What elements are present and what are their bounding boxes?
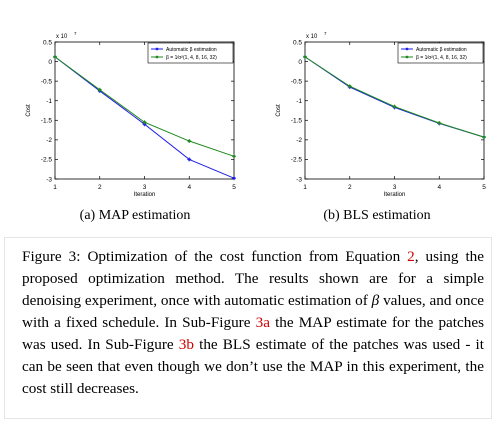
y-tick-label: -1.5 <box>291 118 303 125</box>
legend-marker-1 <box>155 55 159 59</box>
data-point <box>232 154 236 159</box>
legend-entry-1: β = 1⁄σ²(1, 4, 8, 16, 32) <box>416 55 467 61</box>
data-point <box>53 54 57 59</box>
y-tick-label: 0 <box>48 59 52 66</box>
data-point-marker <box>232 177 236 180</box>
data-point-marker <box>188 139 191 143</box>
y-tick-label: -1 <box>46 98 52 105</box>
x-tick-label: 2 <box>348 184 352 191</box>
subfigure-b-ref-link[interactable]: 3b <box>178 336 194 353</box>
y-tick-label: -0.5 <box>291 78 303 85</box>
x-tick-label: 4 <box>187 184 191 191</box>
caption-label: Figure 3: <box>22 248 81 265</box>
data-point <box>303 54 307 59</box>
legend: Automatic β estimation β = 1⁄σ²(1, 4, 8, … <box>397 42 484 64</box>
data-point <box>97 87 102 92</box>
data-point <box>187 157 192 162</box>
x-axis-label: Iteration <box>384 192 406 198</box>
legend-entry-0: Automatic β estimation <box>166 47 217 53</box>
x-tick-label: 4 <box>437 184 441 191</box>
legend-entry-1: β = 1⁄σ²(1, 4, 8, 16, 32) <box>166 55 217 61</box>
legend: Automatic β estimation β = 1⁄σ²(1, 4, 8, … <box>147 42 234 64</box>
caption-text-1: Optimization of the cost function from E… <box>80 248 408 265</box>
legend-box <box>397 42 484 64</box>
y-tick-label: 0.5 <box>43 39 52 46</box>
y-tick-label: -0.5 <box>41 78 53 85</box>
data-point-marker <box>393 105 396 108</box>
data-point-marker <box>143 121 146 124</box>
x-axis-label: Iteration <box>134 192 156 198</box>
x-tick-label: 5 <box>232 184 236 191</box>
data-point-marker <box>188 158 191 161</box>
x-tick-label: 1 <box>53 184 57 191</box>
y-tick-label: -2 <box>296 137 302 144</box>
y-tick-label: -2 <box>46 137 52 144</box>
series-line-1 <box>54 56 235 157</box>
chart-map: 1 2 3 4 5 0.5 0 -0.5 -1 -1.5 -2 -2.5 -3 Iteration Cost… <box>26 31 236 198</box>
data-point-marker <box>482 135 486 139</box>
subcaption-map: (a) MAP estimation <box>79 208 191 223</box>
data-point-marker <box>303 55 307 59</box>
chart-bls: 1 2 3 4 5 0.5 0 -0.5 -1 -1.5 -2 -2.5 -3 Iteration Cost… <box>276 31 486 198</box>
x-tick-label: 5 <box>482 184 486 191</box>
data-point <box>437 121 442 126</box>
y-tick-label: -2.5 <box>291 157 303 164</box>
figure-caption: Figure 3: Optimization of the cost funct… <box>22 246 484 400</box>
series-line-0 <box>54 56 235 179</box>
exponent-power: 7 <box>74 31 77 36</box>
data-point <box>187 139 192 144</box>
caption-text-4: the MAP estimate for the patches was use… <box>22 314 484 353</box>
data-point <box>232 176 236 181</box>
exponent-power: 7 <box>324 31 327 36</box>
data-point <box>392 104 397 109</box>
series-line-1 <box>304 56 485 138</box>
data-point <box>142 120 147 125</box>
data-point-marker <box>98 88 101 91</box>
x-tick-label: 3 <box>393 184 397 191</box>
data-point-marker <box>232 155 236 158</box>
equation-ref-link[interactable]: 2 <box>407 248 415 265</box>
legend-box <box>147 42 234 64</box>
legend-marker-0 <box>155 47 159 51</box>
exponent-label: x 10 <box>56 34 68 40</box>
exponent-label: x 10 <box>306 34 318 40</box>
y-tick-label: -3 <box>46 176 52 183</box>
legend-marker-0 <box>405 47 409 51</box>
y-tick-label: -1.5 <box>41 118 53 125</box>
y-tick-label: -2.5 <box>41 157 53 164</box>
x-tick-label: 2 <box>98 184 102 191</box>
series-line-0 <box>304 56 485 138</box>
subfigure-a-ref-link[interactable]: 3a <box>255 314 270 331</box>
y-tick-label: -1 <box>296 98 302 105</box>
y-tick-label: 0 <box>298 59 302 66</box>
legend-entry-0: Automatic β estimation <box>416 47 467 53</box>
beta-symbol: β <box>371 292 380 309</box>
y-tick-label: 0.5 <box>293 39 302 46</box>
y-tick-label: -3 <box>296 176 302 183</box>
data-point-marker <box>53 55 57 59</box>
caption-text-2: , using the proposed optimization method… <box>22 248 485 309</box>
y-axis-label: Cost <box>26 104 32 117</box>
data-point-marker <box>438 121 441 125</box>
data-point <box>482 135 486 140</box>
caption-text-5: the BLS estimate of the patches was used… <box>22 336 484 397</box>
caption-text-3: values, and once with a fixed schedule. … <box>22 292 484 331</box>
y-axis-label: Cost <box>276 104 282 117</box>
legend-marker-1 <box>405 55 409 59</box>
data-point-marker <box>348 85 351 88</box>
caption-frame <box>4 237 492 419</box>
x-tick-label: 1 <box>303 184 307 191</box>
data-point <box>347 84 352 89</box>
subcaption-bls: (b) BLS estimation <box>323 208 431 223</box>
x-tick-label: 3 <box>143 184 147 191</box>
